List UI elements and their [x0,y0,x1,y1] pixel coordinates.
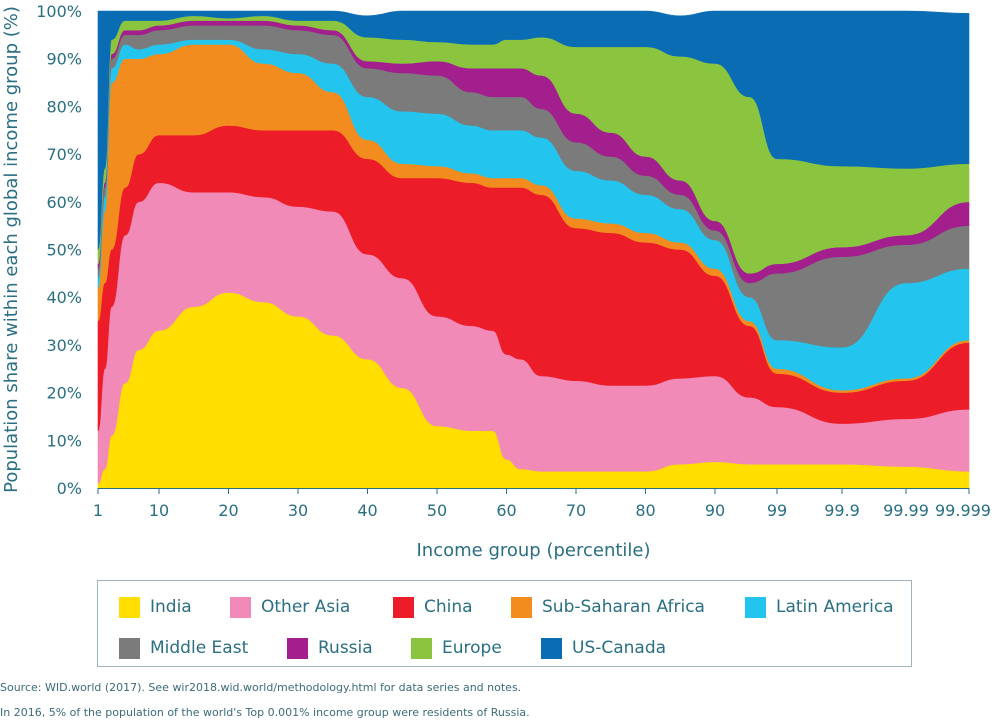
x-tick-label: 99.99 [883,501,929,520]
plot-areas [97,10,970,489]
legend-item-us-canada: US-Canada [541,636,666,660]
y-axis-ticks: 0% 10% 20% 30% 40% 50% 60% 70% 80% 90% 100% [36,2,82,498]
legend-label: Europe [442,638,502,658]
caption-note: In 2016, 5% of the population of the wor… [0,706,530,719]
legend-swatch [287,637,308,659]
legend-swatch [119,596,140,618]
legend-item-sub-saharan-africa: Sub-Saharan Africa [511,595,705,619]
y-tick-label: 30% [46,336,82,355]
legend-item-latin-america: Latin America [745,595,894,619]
y-tick-label: 60% [46,193,82,212]
legend-item-europe: Europe [411,636,502,660]
y-tick-label: 0% [57,479,82,498]
legend-swatch [230,596,251,618]
legend-label: Other Asia [261,597,351,617]
source-note: Source: WID.world (2017). See wir2018.wi… [0,681,522,694]
legend-label: US-Canada [572,638,667,658]
x-tick-label: 30 [288,501,308,520]
legend-item-india: India [119,595,192,619]
legend-item-russia: Russia [287,636,373,660]
legend: India Other Asia China Sub-Saharan Africa La… [97,580,912,667]
y-tick-label: 40% [46,288,82,307]
legend-item-other-asia: Other Asia [230,595,350,619]
x-tick-label: 80 [635,501,655,520]
y-tick-label: 10% [46,431,82,450]
x-tick-label: 40 [357,501,377,520]
legend-label: Middle East [150,638,249,658]
legend-swatch [511,596,532,618]
x-tick-label: 10 [149,501,169,520]
legend-item-middle-east: Middle East [119,636,248,660]
y-tick-label: 50% [46,241,82,260]
legend-label: Russia [318,638,373,658]
x-tick-label: 90 [705,501,725,520]
y-tick-label: 20% [46,384,82,403]
legend-label: China [424,597,473,617]
x-tick-label: 20 [218,501,238,520]
y-tick-label: 70% [46,145,82,164]
x-tick-label: 1 [93,501,103,520]
y-tick-label: 100% [36,2,82,21]
legend-swatch [393,596,414,618]
y-tick-label: 90% [46,50,82,69]
legend-swatch [119,637,140,659]
x-tick-label: 70 [566,501,586,520]
legend-item-china: China [393,595,473,619]
legend-swatch [745,596,766,618]
x-tick-label: 99.9 [824,501,860,520]
legend-swatch [411,637,432,659]
x-axis-ticks: 1 10 20 30 40 50 60 70 80 90 99 99.9 99.99 99.999 [93,488,991,520]
y-tick-label: 80% [46,97,82,116]
x-tick-label: 99.999 [935,501,991,520]
legend-swatch [541,637,562,659]
x-tick-label: 60 [496,501,516,520]
area-us-canada [97,10,970,250]
x-axis-title: Income group (percentile) [416,540,650,561]
x-tick-label: 99 [767,501,787,520]
legend-label: Latin America [776,597,894,617]
legend-label: Sub-Saharan Africa [542,597,705,617]
legend-label: India [150,597,192,617]
x-tick-label: 50 [427,501,447,520]
y-axis-title: Population share within each global inco… [1,6,22,493]
